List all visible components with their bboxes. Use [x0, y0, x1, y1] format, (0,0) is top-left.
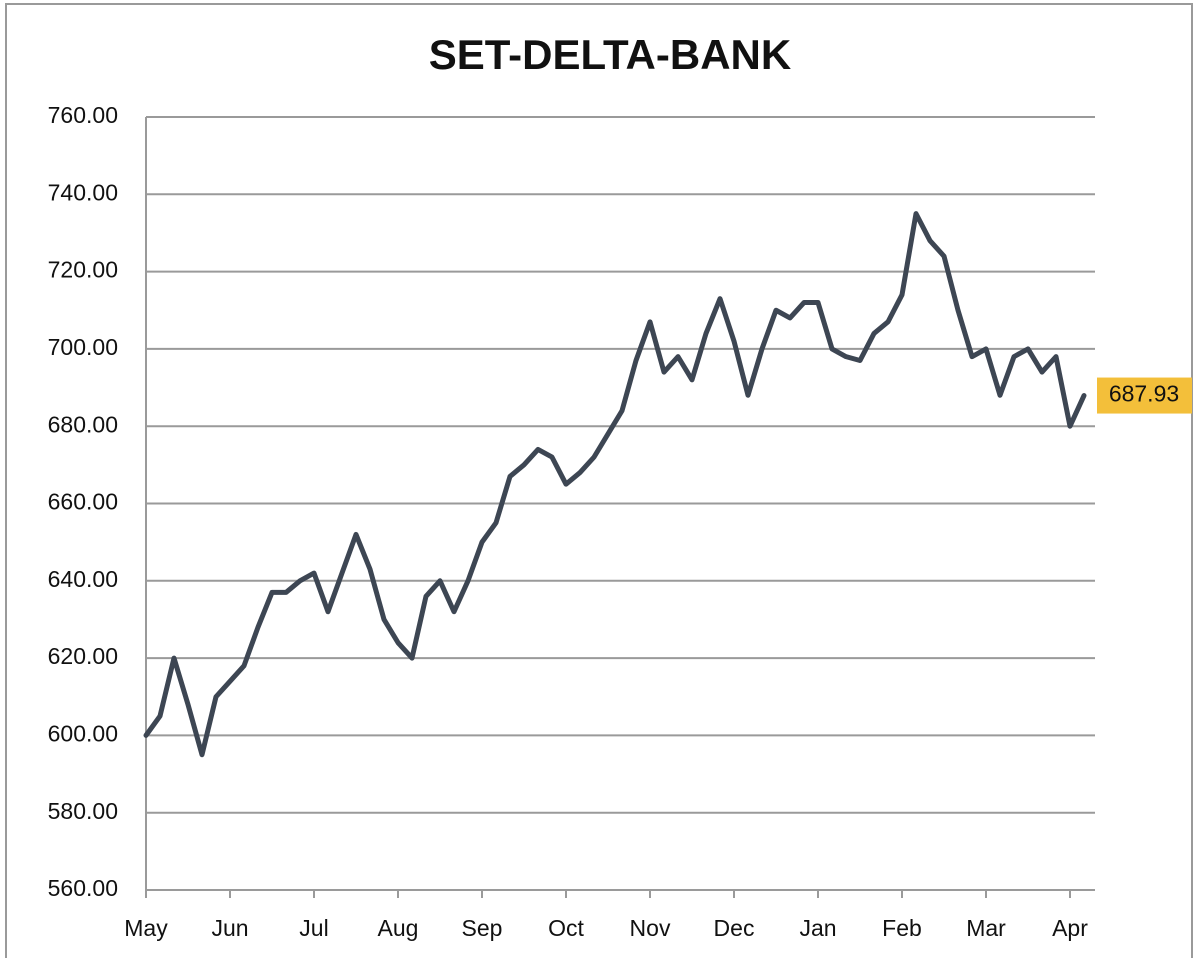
x-tick-label: Nov [630, 915, 671, 941]
y-tick-label: 560.00 [48, 875, 118, 901]
x-tick-label: Feb [882, 915, 922, 941]
y-tick-label: 660.00 [48, 489, 118, 515]
y-tick-label: 640.00 [48, 566, 118, 592]
y-tick-label: 720.00 [48, 257, 118, 283]
x-tick-label: May [124, 915, 168, 941]
x-tick-label: Aug [378, 915, 419, 941]
y-tick-label: 680.00 [48, 411, 118, 437]
x-tick-label: Jan [799, 915, 836, 941]
y-tick-label: 580.00 [48, 798, 118, 824]
y-tick-label: 600.00 [48, 720, 118, 746]
y-tick-label: 760.00 [48, 102, 118, 128]
y-tick-label: 700.00 [48, 334, 118, 360]
line-series [143, 211, 1087, 758]
chart-border [5, 3, 1193, 963]
x-tick-label: Jun [211, 915, 248, 941]
x-tick-label: Mar [966, 915, 1006, 941]
last-value-label: 687.93 [1109, 381, 1179, 407]
x-tick-label: Sep [462, 915, 503, 941]
y-tick-label: 620.00 [48, 643, 118, 669]
x-tick-label: Oct [548, 915, 584, 941]
x-tick-label: Dec [714, 915, 755, 941]
chart-title: SET-DELTA-BANK [429, 31, 791, 78]
last-value-box [1097, 377, 1192, 414]
x-tick-label: Jul [299, 915, 328, 941]
y-tick-label: 740.00 [48, 179, 118, 205]
x-tick-label: Apr [1052, 915, 1088, 941]
